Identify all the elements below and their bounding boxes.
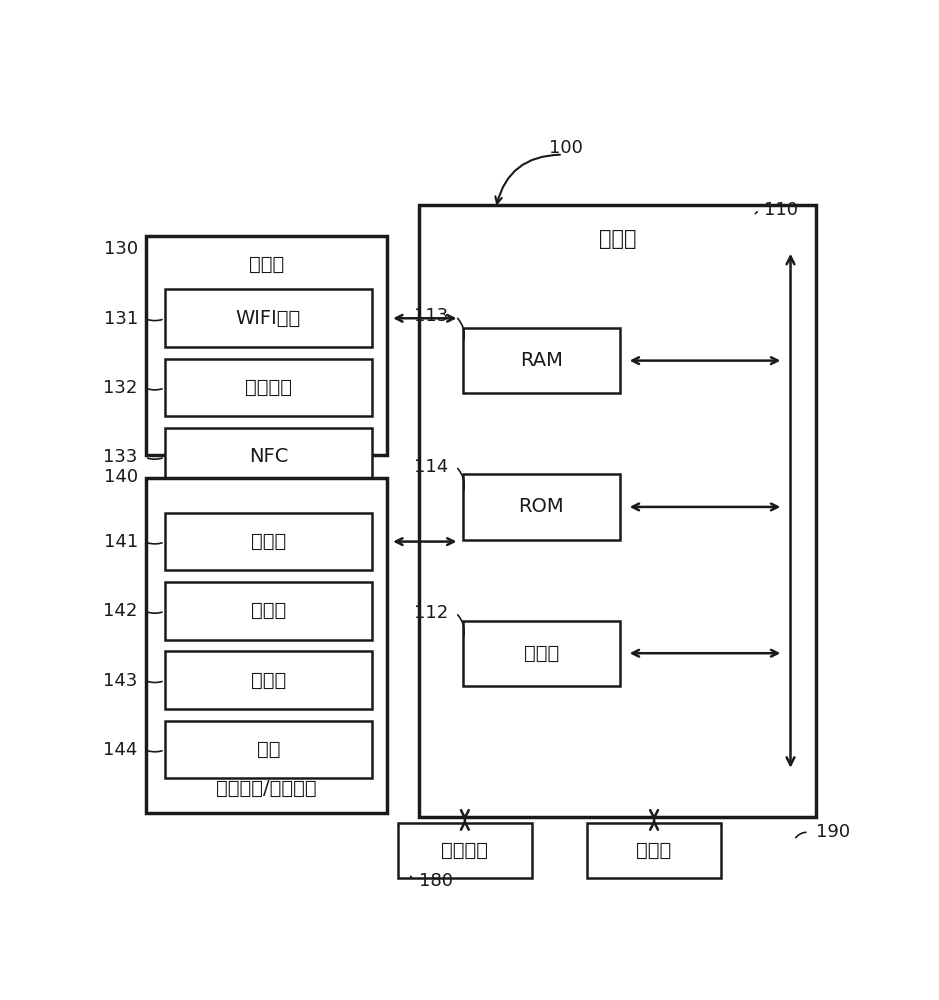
Text: 传感器: 传感器 xyxy=(251,671,286,690)
Bar xyxy=(420,205,816,817)
Bar xyxy=(397,823,532,878)
Text: 蓝牙模块: 蓝牙模块 xyxy=(245,378,292,397)
Bar xyxy=(463,474,620,540)
Text: 144: 144 xyxy=(103,741,138,759)
Text: 处理器: 处理器 xyxy=(524,644,559,663)
Text: 100: 100 xyxy=(549,139,583,157)
Bar xyxy=(164,513,372,570)
Text: RAM: RAM xyxy=(520,351,562,370)
Text: 133: 133 xyxy=(103,448,138,466)
Bar xyxy=(587,823,721,878)
Text: 142: 142 xyxy=(103,602,138,620)
Text: 供电电源: 供电电源 xyxy=(441,841,488,860)
Bar xyxy=(164,289,372,347)
Text: NFC: NFC xyxy=(249,447,288,466)
Text: 130: 130 xyxy=(103,240,138,258)
Bar xyxy=(146,478,387,813)
Text: 132: 132 xyxy=(103,379,138,397)
Bar xyxy=(463,328,620,393)
Text: 114: 114 xyxy=(414,458,449,476)
Text: 按键: 按键 xyxy=(256,740,280,759)
Text: ROM: ROM xyxy=(518,497,564,516)
Bar xyxy=(146,236,387,455)
Bar xyxy=(164,428,372,486)
Text: 131: 131 xyxy=(103,310,138,328)
Bar xyxy=(164,721,372,778)
Text: 110: 110 xyxy=(763,201,797,219)
Text: 113: 113 xyxy=(414,307,449,325)
Text: 控制器: 控制器 xyxy=(599,229,637,249)
Text: 存储器: 存储器 xyxy=(637,841,671,860)
Text: 190: 190 xyxy=(816,823,850,841)
Bar xyxy=(463,620,620,686)
Text: 143: 143 xyxy=(103,672,138,690)
Text: 180: 180 xyxy=(420,872,454,890)
Text: 麦克风: 麦克风 xyxy=(251,532,286,551)
Text: 112: 112 xyxy=(414,604,449,622)
Text: 141: 141 xyxy=(103,533,138,551)
Text: WIFI模块: WIFI模块 xyxy=(236,309,301,328)
Text: 触摸板: 触摸板 xyxy=(251,601,286,620)
Text: 用户输入/输出接口: 用户输入/输出接口 xyxy=(216,779,316,798)
Text: 140: 140 xyxy=(103,468,138,486)
Bar xyxy=(164,651,372,709)
Bar xyxy=(164,359,372,416)
Bar xyxy=(164,582,372,640)
Text: 通信器: 通信器 xyxy=(249,255,285,274)
